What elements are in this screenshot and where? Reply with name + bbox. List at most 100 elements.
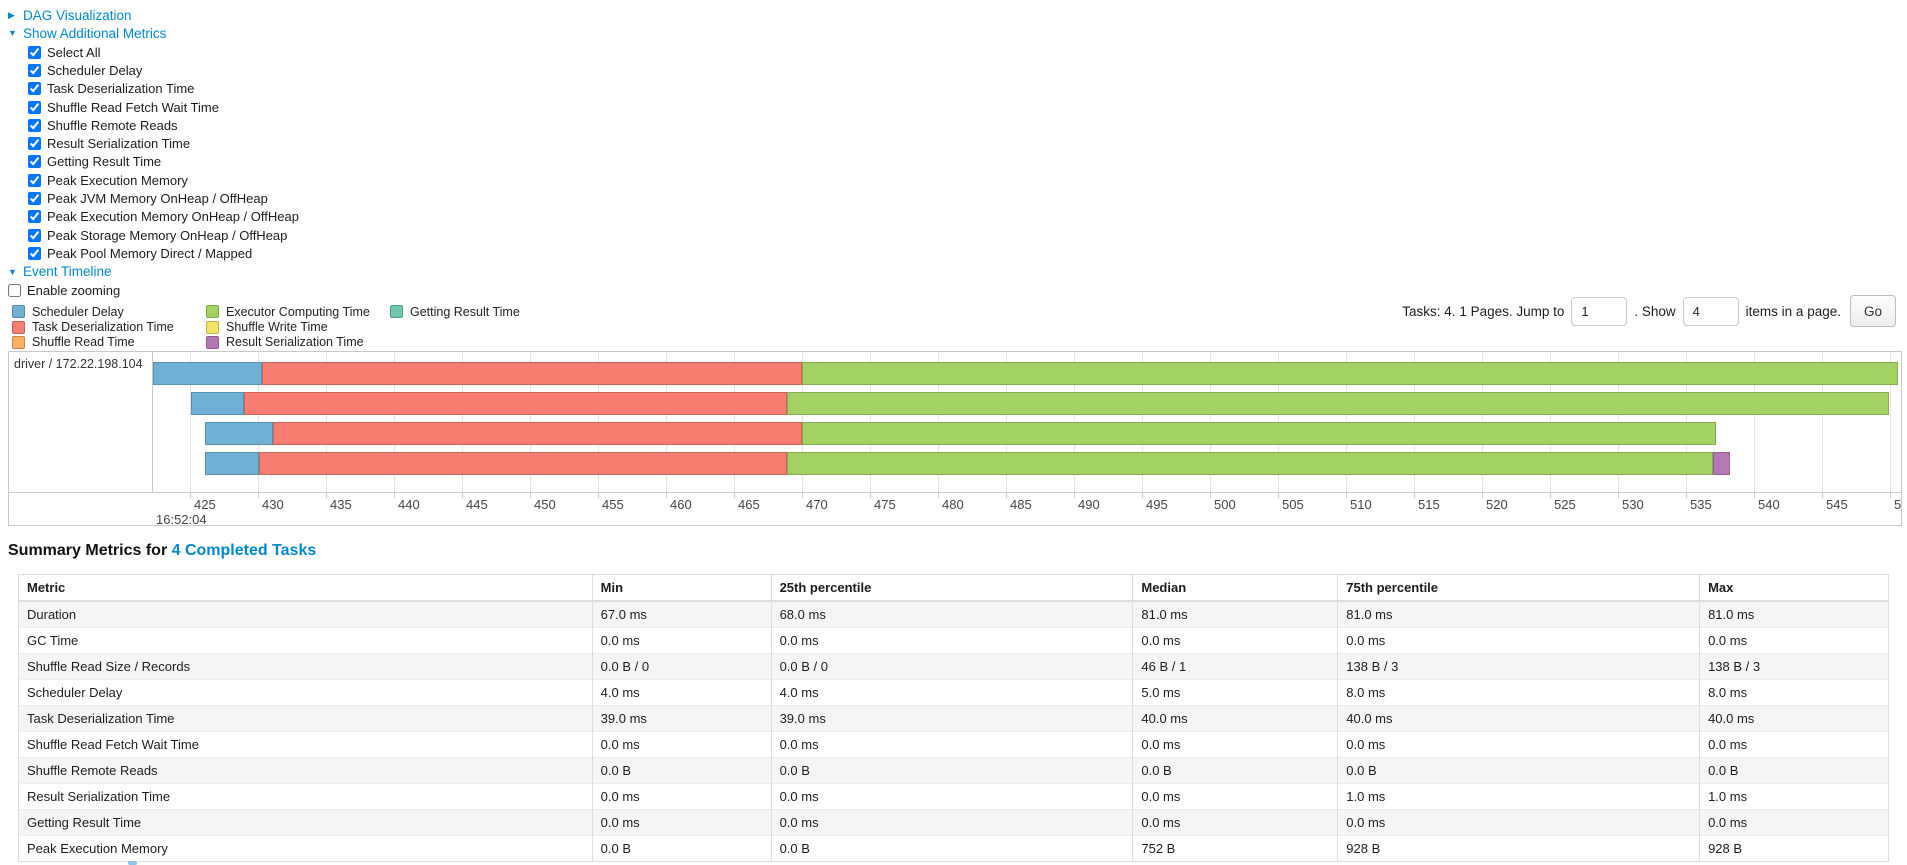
legend-item: Shuffle Write Time	[206, 319, 390, 334]
metric-checkbox-label: Peak Execution Memory	[47, 172, 188, 188]
metric-checkbox[interactable]	[28, 118, 41, 132]
metric-value-cell: 0.0 ms	[1337, 731, 1701, 758]
task-segment-scheduler-delay[interactable]	[204, 422, 273, 445]
axis-tick-label: 455	[601, 497, 624, 512]
metric-checkbox[interactable]	[28, 63, 41, 77]
metric-checkbox[interactable]	[28, 155, 41, 169]
metric-checkbox[interactable]	[28, 210, 41, 224]
metric-value-cell: 5.0 ms	[1132, 679, 1339, 706]
event-timeline-link[interactable]: ▼ Event Timeline	[8, 263, 299, 281]
axis-tickmark	[1685, 492, 1687, 498]
metric-checkbox-label: Peak Storage Memory OnHeap / OffHeap	[47, 227, 288, 243]
metric-value-cell: 0.0 ms	[770, 783, 1134, 810]
legend-swatch	[206, 320, 219, 334]
show-additional-metrics-link[interactable]: ▼ Show Additional Metrics	[8, 24, 299, 42]
metric-value-cell: 0.0 B	[770, 757, 1134, 784]
task-segment-deserialization[interactable]	[259, 452, 788, 475]
metric-checkbox-label: Scheduler Delay	[47, 62, 143, 78]
axis-tickmark	[1277, 492, 1279, 498]
task-segment-scheduler-delay[interactable]	[191, 392, 245, 415]
summary-table-row: Shuffle Remote Reads 0.0 B 0.0 B 0.0 B 0.0 B…	[18, 757, 1889, 784]
metric-checkbox[interactable]	[28, 228, 41, 242]
axis-tick-label: 425	[193, 497, 216, 512]
metric-value-cell: 0.0 ms	[591, 627, 772, 654]
summary-column-header: Max	[1699, 574, 1889, 602]
metric-name-cell: Duration	[18, 600, 593, 628]
metric-value-cell: 0.0 ms	[1132, 627, 1339, 654]
task-segment-result-serialization[interactable]	[1713, 452, 1730, 475]
task-segment-computing[interactable]	[787, 392, 1889, 415]
metric-value-cell: 39.0 ms	[770, 705, 1134, 732]
axis-tick-label: 525	[1553, 497, 1576, 512]
axis-tickmark	[529, 492, 531, 498]
show-additional-metrics-label[interactable]: Show Additional Metrics	[23, 25, 167, 41]
summary-table-row: Peak Execution Memory 0.0 B 0.0 B 752 B 928 …	[18, 835, 1889, 862]
metric-checkbox[interactable]	[28, 173, 41, 187]
axis-tick-label: 540	[1757, 497, 1780, 512]
metric-checkbox-label: Shuffle Remote Reads	[47, 117, 178, 133]
metric-value-cell: 0.0 B	[770, 835, 1134, 862]
metric-value-cell: 0.0 ms	[1132, 783, 1339, 810]
task-segment-computing[interactable]	[801, 422, 1716, 445]
metric-checkbox-row: Peak Execution Memory OnHeap / OffHeap	[28, 208, 299, 226]
metric-value-cell: 0.0 B / 0	[770, 653, 1134, 680]
metric-name-cell: Scheduler Delay	[18, 679, 593, 706]
timeline-legend: Scheduler Delay Task Deserialization Time…	[12, 304, 520, 350]
summary-table-row: Shuffle Read Size / Records 0.0 B / 0 0.0 …	[18, 653, 1889, 680]
timeline-gridline	[1821, 352, 1823, 492]
axis-tickmark	[1617, 492, 1619, 498]
event-timeline-label[interactable]: Event Timeline	[23, 264, 112, 280]
metric-checkbox[interactable]	[28, 100, 41, 114]
task-segment-deserialization[interactable]	[244, 392, 788, 415]
completed-tasks-link[interactable]: 4 Completed Tasks	[171, 542, 317, 559]
items-per-page-input[interactable]	[1682, 296, 1739, 326]
axis-tickmark	[461, 492, 463, 498]
axis-tickmark	[597, 492, 599, 498]
dag-visualization-label[interactable]: DAG Visualization	[23, 7, 132, 23]
metric-value-cell: 81.0 ms	[1132, 600, 1339, 628]
metric-checkbox[interactable]	[28, 82, 41, 96]
axis-tick-label: 460	[669, 497, 692, 512]
metric-checkbox-row: Peak JVM Memory OnHeap / OffHeap	[28, 189, 299, 207]
axis-tick-label: 430	[261, 497, 284, 512]
metric-name-cell: Shuffle Remote Reads	[18, 757, 593, 784]
task-segment-deserialization[interactable]	[262, 362, 802, 385]
metric-value-cell: 4.0 ms	[770, 679, 1134, 706]
axis-tickmark	[1345, 492, 1347, 498]
legend-item: Getting Result Time	[390, 304, 520, 319]
metric-checkbox-label: Shuffle Read Fetch Wait Time	[47, 99, 219, 115]
axis-tick-label: 515	[1417, 497, 1440, 512]
metric-checkbox-label: Getting Result Time	[47, 154, 162, 170]
go-button[interactable]: Go	[1849, 295, 1896, 327]
timeline-gridline	[189, 352, 191, 492]
enable-zooming-checkbox[interactable]	[8, 283, 21, 297]
legend-item: Result Serialization Time	[206, 335, 390, 350]
axis-tick-label: 480	[941, 497, 964, 512]
axis-tickmark	[393, 492, 395, 498]
collapsed-triangle-icon: ▶	[8, 9, 15, 20]
metric-checkbox[interactable]	[28, 137, 41, 151]
legend-swatch	[206, 305, 219, 319]
task-segment-scheduler-delay[interactable]	[153, 362, 263, 385]
metric-name-cell: Getting Result Time	[18, 809, 593, 836]
axis-tick-label: 500	[1213, 497, 1236, 512]
metric-checkbox-row: Result Serialization Time	[28, 134, 299, 152]
axis-tick-label: 550	[1893, 497, 1902, 512]
metric-value-cell: 0.0 ms	[1337, 627, 1701, 654]
axis-tick-label: 450	[533, 497, 556, 512]
metric-checkbox[interactable]	[28, 246, 41, 260]
axis-tickmark	[1821, 492, 1823, 498]
metric-checkbox[interactable]	[28, 45, 41, 59]
task-segment-deserialization[interactable]	[272, 422, 802, 445]
axis-tickmark	[1753, 492, 1755, 498]
task-segment-computing[interactable]	[801, 362, 1899, 385]
axis-time-label: 16:52:04	[156, 512, 207, 526]
dag-visualization-link[interactable]: ▶ DAG Visualization	[8, 6, 299, 24]
task-segment-scheduler-delay[interactable]	[204, 452, 260, 475]
task-segment-computing[interactable]	[787, 452, 1714, 475]
axis-tickmark	[1209, 492, 1211, 498]
jump-to-page-input[interactable]	[1571, 296, 1628, 326]
legend-label: Scheduler Delay	[32, 304, 124, 319]
metric-value-cell: 46 B / 1	[1132, 653, 1339, 680]
metric-checkbox[interactable]	[28, 192, 41, 206]
